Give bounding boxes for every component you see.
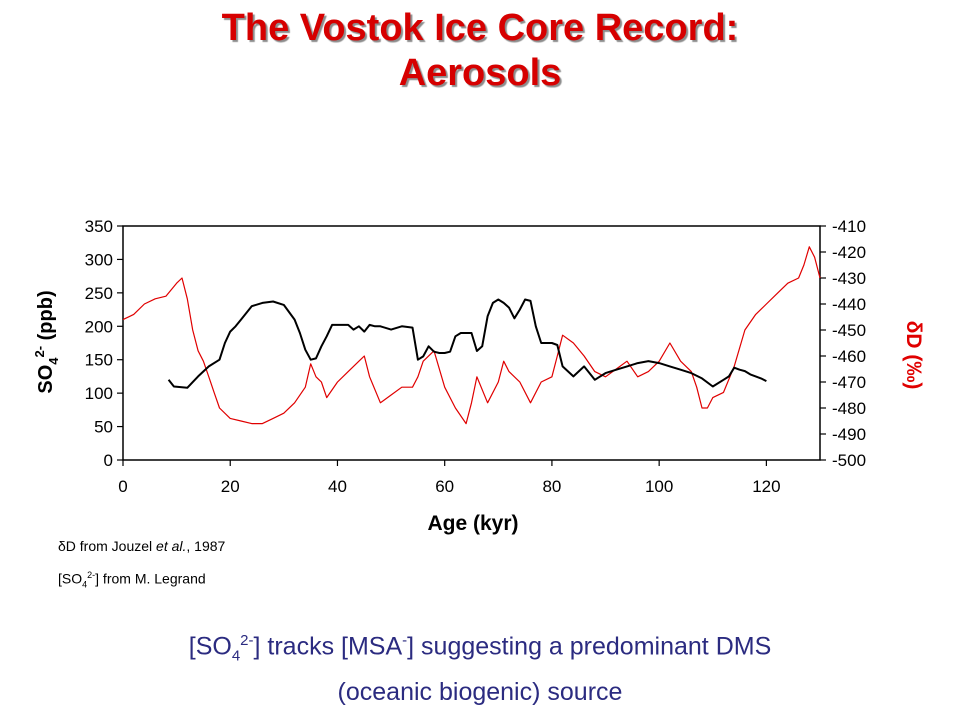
sulfate-series-line xyxy=(167,298,767,389)
credit-deuterium-pre: D from Jouzel xyxy=(65,538,157,554)
y-right-label-rest: D (‰) xyxy=(902,333,925,389)
y-left-tick-label: 100 xyxy=(85,384,113,403)
vostok-chart: 0 20 40 60 80 100 120 0 50 100 150 200 250 300 350 -410… xyxy=(32,217,925,535)
title-line-2: Aerosols xyxy=(398,52,562,94)
y-right-tick-label: -430 xyxy=(832,269,866,288)
y-right-tick-label: -420 xyxy=(832,243,866,262)
y-right-tick-label: -410 xyxy=(832,217,866,236)
y-left-tick-label: 0 xyxy=(104,451,113,470)
conclusion-sup1: 2- xyxy=(240,632,254,649)
conclusion-sup2: - xyxy=(402,632,408,649)
y-right-tick-label: -470 xyxy=(832,373,866,392)
credit-delta: δ xyxy=(58,538,66,554)
x-tick-label: 20 xyxy=(221,477,240,496)
plot-frame xyxy=(122,225,821,461)
conclusion-part2: ] tracks [MSA xyxy=(253,632,403,661)
deuterium-series-line xyxy=(122,246,821,425)
y-left-tick-label: 50 xyxy=(94,418,113,437)
credit-sulfate: [SO42-] from M. Legrand xyxy=(58,570,206,589)
y-right-tick-label: -490 xyxy=(832,425,866,444)
y-left-label-sup: 2- xyxy=(32,346,47,358)
credit-sulfate-sup: 2- xyxy=(87,570,96,580)
y-left-label-sub: 4 xyxy=(46,357,61,365)
y-right-tick-label: -500 xyxy=(832,451,866,470)
x-tick-label: 60 xyxy=(435,477,454,496)
axes: 0 20 40 60 80 100 120 0 50 100 150 200 250 300 350 -410… xyxy=(85,217,866,496)
credit-deuterium: δD from Jouzel et al., 1987 xyxy=(58,538,225,554)
title-line-1: The Vostok Ice Core Record: xyxy=(221,7,739,49)
x-axis-label: Age (kyr) xyxy=(427,512,518,535)
credit-deuterium-etal: et al. xyxy=(156,538,187,554)
conclusion-line-2: (oceanic biogenic) source xyxy=(337,678,623,707)
conclusion-text: [SO42-] tracks [MSA-] suggesting a predo… xyxy=(0,622,960,711)
y-left-label-rest: (ppb) xyxy=(35,290,57,346)
y-right-tick-label: -480 xyxy=(832,399,866,418)
y-right-tick-label: -440 xyxy=(832,295,866,314)
y-left-tick-label: 200 xyxy=(85,317,113,336)
credit-deuterium-post: , 1987 xyxy=(186,538,226,554)
x-tick-label: 80 xyxy=(542,477,561,496)
y-left-tick-label: 150 xyxy=(85,351,113,370)
y-axis-label-left: SO42- (ppb) xyxy=(32,290,61,393)
y-right-label-delta: δ xyxy=(902,321,925,334)
y-right-tick-label: -460 xyxy=(832,347,866,366)
slide-title: The Vostok Ice Core Record: Aerosols xyxy=(0,6,960,96)
y-left-tick-label: 350 xyxy=(85,217,113,236)
x-tick-label: 120 xyxy=(752,477,780,496)
credit-sulfate-open: [SO xyxy=(58,570,83,587)
y-left-label-base: SO xyxy=(35,365,57,394)
credit-sulfate-sub: 4 xyxy=(82,579,88,590)
conclusion-line-1: [SO42-] tracks [MSA-] suggesting a predo… xyxy=(0,622,960,674)
y-left-tick-label: 300 xyxy=(85,250,113,269)
conclusion-sub1: 4 xyxy=(231,647,241,665)
y-left-tick-label: 250 xyxy=(85,284,113,303)
x-tick-label: 0 xyxy=(118,477,127,496)
conclusion-part3: ] suggesting a predominant DMS xyxy=(407,632,772,661)
x-tick-label: 40 xyxy=(328,477,347,496)
conclusion-part1: [SO xyxy=(188,632,232,661)
series xyxy=(122,246,821,425)
y-axis-label-right: δD (‰) xyxy=(902,321,925,390)
y-right-tick-label: -450 xyxy=(832,321,866,340)
x-tick-label: 100 xyxy=(645,477,673,496)
credit-sulfate-close: ] from M. Legrand xyxy=(95,570,206,587)
